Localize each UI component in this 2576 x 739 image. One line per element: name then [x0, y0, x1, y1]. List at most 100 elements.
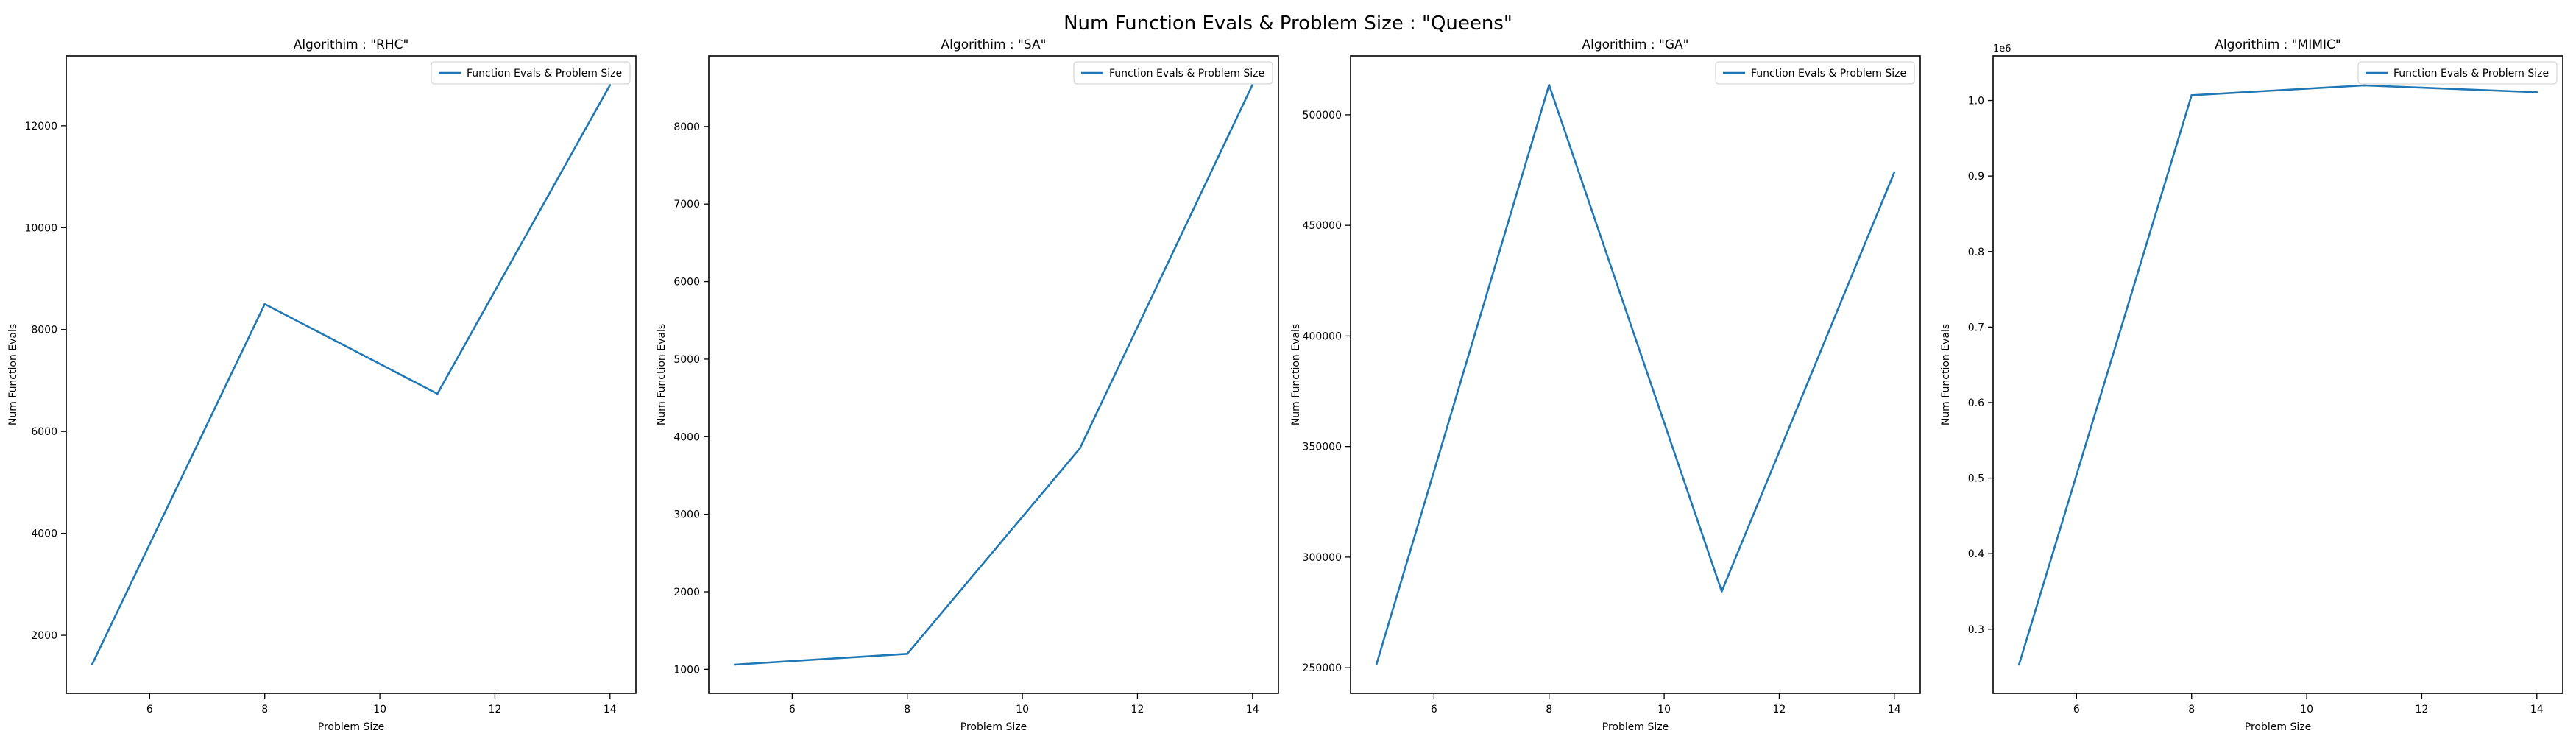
subplot-title: Algorithim : "SA": [941, 38, 1047, 52]
data-point: [263, 303, 266, 305]
series-line: [91, 84, 611, 665]
y-tick-label: 6000: [31, 426, 57, 438]
y-tick-label: 4000: [673, 431, 700, 443]
x-axis-label: Problem Size: [318, 721, 384, 733]
x-tick-label: 10: [1657, 704, 1671, 715]
y-tick-label: 500000: [1303, 110, 1342, 121]
data-point: [733, 663, 736, 666]
y-tick-label: 250000: [1303, 662, 1342, 674]
data-point: [2536, 91, 2538, 93]
data-point: [2190, 94, 2193, 96]
x-tick-label: 12: [1773, 704, 1786, 715]
y-tick-label: 6000: [673, 277, 700, 289]
legend-label: Function Evals & Problem Size: [1109, 68, 1264, 79]
x-tick-label: 10: [2300, 704, 2313, 715]
legend: Function Evals & Problem Size: [1715, 61, 1915, 85]
y-tick-label: 4000: [31, 528, 57, 540]
x-tick-label: 12: [489, 704, 502, 715]
x-tick-label: 8: [1546, 704, 1552, 715]
y-tick-label: 0.5: [1968, 473, 1984, 485]
y-tick-label: 0.3: [1968, 624, 1984, 636]
x-tick-label: 10: [373, 704, 386, 715]
legend-label: Function Evals & Problem Size: [2393, 68, 2549, 79]
y-tick-label: 0.8: [1968, 247, 1984, 258]
subplot-2: Algorithim : "SA" 6 8 10 12 14 1000 2000 3000 400…: [656, 38, 1279, 733]
legend: Function Evals & Problem Size: [2357, 61, 2558, 85]
x-axis-label: Problem Size: [1602, 721, 1669, 733]
y-tick-label: 450000: [1303, 220, 1342, 232]
series-line: [735, 84, 1253, 666]
y-tick-label: 5000: [673, 354, 700, 366]
legend-label: Function Evals & Problem Size: [1751, 68, 1906, 79]
data-point: [2363, 84, 2366, 87]
y-tick-label: 400000: [1303, 330, 1342, 342]
data-point: [906, 652, 909, 655]
y-tick-label: 0.6: [1968, 397, 1984, 409]
data-point: [1720, 590, 1723, 593]
subplot-4: Algorithim : "MIMIC" 6 8 10 12 14 0.3 0.4 0.5 0.6…: [1940, 38, 2563, 733]
y-tick-label: 8000: [31, 325, 57, 336]
y-axis-label: Num Function Evals: [7, 324, 19, 425]
figure-title: Num Function Evals & Problem Size : "Que…: [1064, 13, 1512, 35]
x-tick-label: 6: [1431, 704, 1437, 715]
y-tick-label: 8000: [673, 121, 700, 133]
axes-frame: [66, 55, 637, 694]
x-tick-label: 14: [2530, 704, 2544, 715]
legend-box: [431, 61, 631, 85]
subplot-title: Algorithim : "RHC": [294, 38, 409, 52]
y-tick-label: 2000: [673, 587, 700, 598]
x-tick-label: 14: [604, 704, 617, 715]
y-tick-label: 1000: [673, 664, 700, 676]
axes-frame: [1350, 55, 1921, 694]
y-tick-label: 0.9: [1968, 171, 1984, 183]
x-tick-label: 8: [2188, 704, 2195, 715]
subplot-title: Algorithim : "MIMIC": [2215, 38, 2340, 52]
x-tick-label: 12: [1131, 704, 1144, 715]
x-tick-label: 14: [1888, 704, 1901, 715]
y-axis-label: Num Function Evals: [656, 324, 668, 425]
y-tick-label: 0.4: [1968, 548, 1984, 560]
x-tick-label: 6: [2073, 704, 2080, 715]
x-axis-label: Problem Size: [960, 721, 1027, 733]
subplot-title: Algorithim : "GA": [1582, 38, 1689, 52]
y-tick-label: 12000: [24, 121, 57, 132]
x-tick-label: 8: [904, 704, 910, 715]
y-tick-label: 3000: [673, 509, 700, 521]
x-axis-label: Problem Size: [2245, 721, 2311, 733]
y-axis-label: Num Function Evals: [1290, 324, 1302, 425]
series-line: [1375, 84, 1896, 665]
subplot-1: Algorithim : "RHC" 6 8 10 12 14 2000 4000 6000 80…: [7, 38, 637, 733]
x-tick-label: 12: [2416, 704, 2429, 715]
y-tick-label: 1.0: [1968, 96, 1984, 107]
axis-offset-label: 1e6: [1993, 43, 2011, 54]
legend-box: [1715, 61, 1915, 85]
legend-box: [1073, 61, 1273, 85]
y-tick-label: 300000: [1303, 552, 1342, 564]
data-point: [609, 84, 612, 86]
legend: Function Evals & Problem Size: [431, 61, 631, 85]
x-tick-label: 6: [789, 704, 796, 715]
data-point: [436, 392, 439, 395]
legend: Function Evals & Problem Size: [1073, 61, 1273, 85]
axes-frame: [708, 55, 1279, 694]
data-point: [1893, 171, 1896, 174]
axes-frame: [1992, 55, 2563, 694]
subplot-3: Algorithim : "GA" 6 8 10 12 14 250000 300000 350…: [1290, 38, 1921, 733]
y-tick-label: 2000: [31, 630, 57, 642]
data-point: [2017, 663, 2020, 666]
legend-label: Function Evals & Problem Size: [467, 68, 622, 79]
y-tick-label: 0.7: [1968, 322, 1984, 333]
y-tick-label: 10000: [24, 222, 57, 234]
x-tick-label: 6: [146, 704, 153, 715]
x-tick-label: 10: [1016, 704, 1029, 715]
data-point: [1548, 84, 1551, 86]
x-tick-label: 8: [261, 704, 268, 715]
y-tick-label: 7000: [673, 199, 700, 211]
data-point: [1375, 663, 1378, 665]
data-point: [1078, 447, 1081, 450]
x-tick-label: 14: [1246, 704, 1259, 715]
legend-box: [2357, 61, 2558, 85]
